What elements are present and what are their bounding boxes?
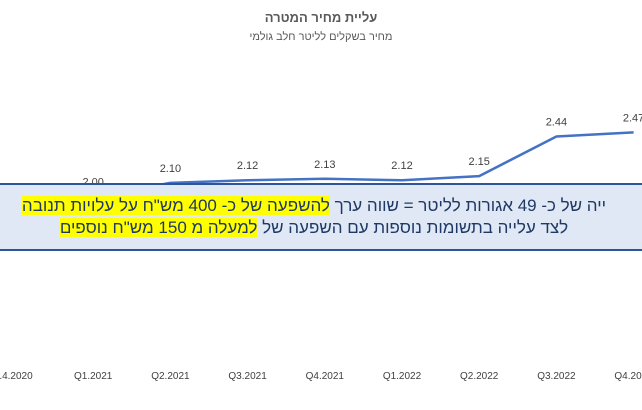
x-tick-label: Q4.2021 — [306, 371, 345, 382]
callout-line-2-text: לצד עלייה בתשומות נוספות עם השפעה של — [257, 218, 569, 237]
x-tick-label: Q2.2022 — [460, 371, 499, 382]
data-labels: 1.952.002.102.122.132.122.152.442.47 — [5, 112, 642, 195]
callout-line-2: לצד עלייה בתשומות נוספות עם השפעה של למע… — [0, 217, 642, 239]
callout-box: ייה של כ- 49 אגורות לליטר = שווה ערך להש… — [0, 183, 642, 251]
data-label: 2.10 — [160, 163, 181, 175]
callout-line-1-highlight: להשפעה של כ- 400 מש"ח על עלויות תנובה — [21, 196, 330, 215]
data-label: 2.47 — [623, 112, 642, 124]
callout-line-2-highlight: למעלה מ 150 מש"ח נוספים — [59, 218, 258, 237]
x-tick-label: Q1.2021 — [74, 371, 113, 382]
x-tick-label: Q3.2021 — [228, 371, 267, 382]
x-tick-label: Q4.2022 — [614, 371, 642, 382]
chart-subtitle: מחיר בשקלים לליטר חלב גולמי — [249, 31, 393, 43]
callout-line-1-text: ייה של כ- 49 אגורות לליטר = שווה ערך — [329, 196, 607, 215]
data-label: 2.44 — [546, 116, 567, 128]
x-tick-label: Q1.2022 — [383, 371, 422, 382]
data-label: 2.12 — [237, 160, 258, 172]
data-label: 2.12 — [391, 160, 412, 172]
x-axis-tick-labels: .4.2020 Q1.2021 Q2.2021 Q3.2021 Q4.2021 Q1.20… — [0, 371, 642, 382]
x-tick-label: Q2.2021 — [151, 371, 190, 382]
x-tick-label: .4.2020 — [0, 371, 33, 382]
data-label: 2.15 — [468, 156, 489, 168]
data-label: 2.13 — [314, 159, 335, 171]
chart-title: עליית מחיר המטרה — [264, 10, 378, 25]
callout-line-1: ייה של כ- 49 אגורות לליטר = שווה ערך להש… — [0, 195, 642, 217]
x-tick-label: Q3.2022 — [537, 371, 576, 382]
